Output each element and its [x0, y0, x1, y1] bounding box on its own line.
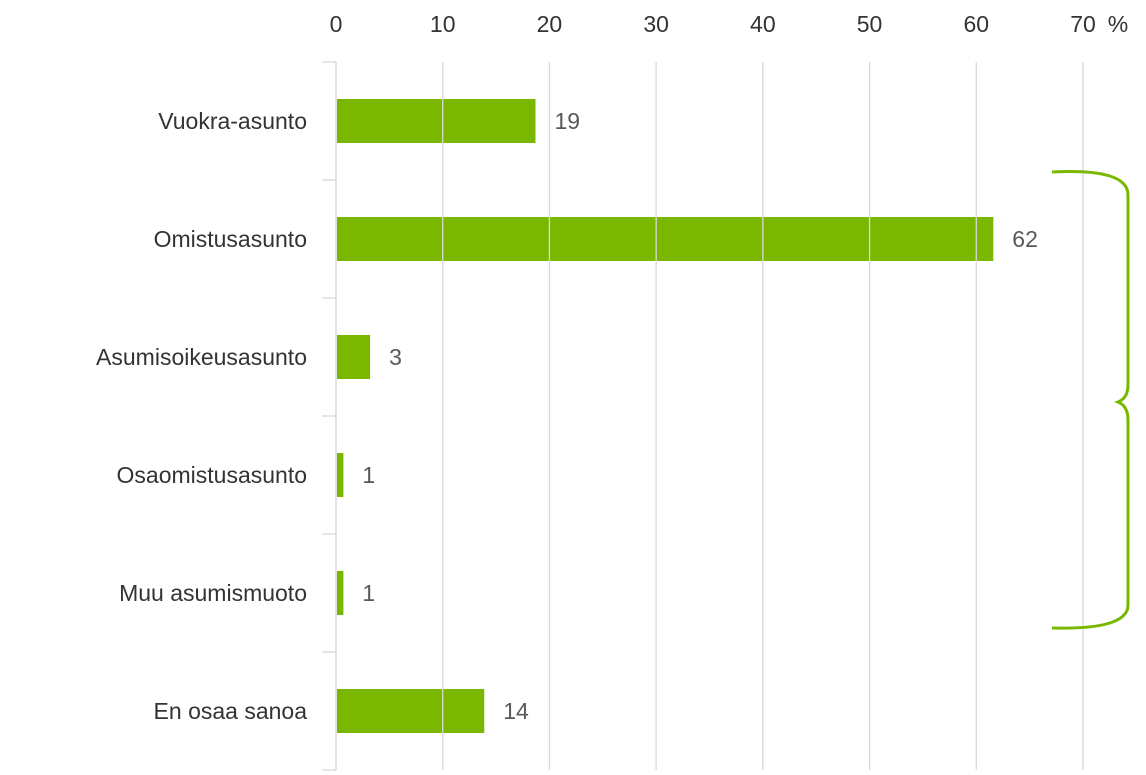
bar [337, 571, 344, 615]
bar [337, 689, 485, 733]
value-label: 19 [554, 108, 580, 134]
value-label: 62 [1012, 226, 1038, 252]
bar [337, 453, 344, 497]
x-tick-label: 60 [963, 11, 989, 37]
y-tick-label: Vuokra-asunto [158, 108, 307, 134]
value-label: 3 [389, 344, 402, 370]
bracket [1051, 170, 1130, 630]
y-tick-label: Osaomistusasunto [117, 462, 307, 488]
x-tick-label: 10 [430, 11, 456, 37]
x-tick-label: 40 [750, 11, 776, 37]
value-label: 1 [362, 580, 375, 606]
x-tick-label: 50 [857, 11, 883, 37]
x-tick-label: 70 [1070, 11, 1096, 37]
x-tick-label: 20 [537, 11, 563, 37]
bar [337, 99, 536, 143]
x-unit: % [1108, 11, 1128, 37]
x-tick-label: 0 [330, 11, 343, 37]
value-label: 1 [362, 462, 375, 488]
y-tick-label: Muu asumismuoto [119, 580, 307, 606]
y-tick-label: En osaa sanoa [154, 698, 308, 724]
x-tick-label: 30 [643, 11, 669, 37]
y-tick-label: Asumisoikeusasunto [96, 344, 307, 370]
y-tick-label: Omistusasunto [154, 226, 307, 252]
value-label: 14 [503, 698, 529, 724]
bar [337, 217, 994, 261]
bar [337, 335, 371, 379]
